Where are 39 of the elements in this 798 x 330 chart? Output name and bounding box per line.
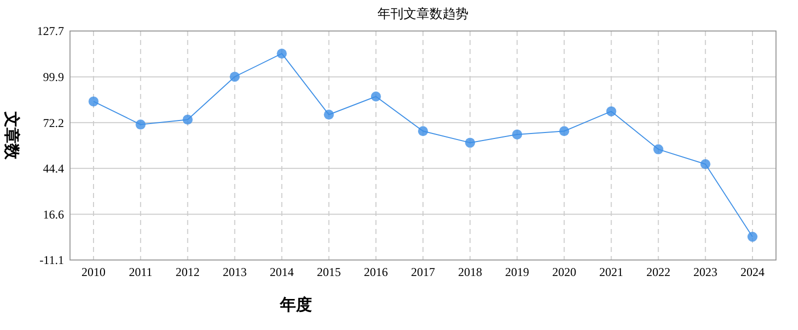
y-tick-label: 127.7 bbox=[37, 24, 64, 38]
chart-title: 年刊文章数趋势 bbox=[378, 6, 468, 21]
x-tick-label: 2010 bbox=[82, 265, 106, 279]
x-tick-label: 2021 bbox=[599, 265, 624, 279]
x-tick-label: 2022 bbox=[646, 265, 670, 279]
point bbox=[230, 72, 240, 82]
x-tick-label: 2016 bbox=[364, 265, 388, 279]
point bbox=[559, 126, 570, 136]
x-tick-label: 2011 bbox=[128, 265, 152, 279]
x-tick-label: 2018 bbox=[458, 265, 482, 279]
point bbox=[606, 106, 616, 116]
point bbox=[136, 120, 146, 130]
point bbox=[512, 129, 522, 140]
point bbox=[465, 138, 476, 148]
y-tick-label: 99.9 bbox=[43, 70, 64, 84]
x-tick-label: 2024 bbox=[740, 265, 764, 279]
point bbox=[88, 96, 99, 106]
point bbox=[276, 48, 287, 59]
y-tick-label: 44.4 bbox=[43, 162, 64, 176]
point bbox=[370, 92, 381, 102]
y-tick-label: 72.2 bbox=[43, 116, 64, 130]
point bbox=[324, 110, 334, 120]
x-tick-label: 2013 bbox=[222, 265, 247, 279]
y-tick-label: 16.6 bbox=[43, 208, 64, 222]
x-axis-title: 年度 bbox=[279, 295, 312, 314]
point bbox=[653, 144, 664, 154]
point bbox=[747, 232, 758, 242]
x-tick-label: 2014 bbox=[270, 265, 294, 279]
x-tick-label: 2012 bbox=[176, 265, 200, 279]
y-tick-label: -11.1 bbox=[39, 253, 64, 268]
y-axis-title: 文章数 bbox=[2, 110, 20, 160]
x-tick-label: 2017 bbox=[411, 265, 435, 279]
point bbox=[700, 159, 710, 170]
x-tick-label: 2015 bbox=[316, 265, 341, 279]
point bbox=[418, 126, 428, 136]
point bbox=[182, 114, 193, 125]
x-tick-label: 2020 bbox=[552, 265, 576, 279]
x-tick-label: 2023 bbox=[693, 265, 718, 279]
x-tick-label: 2019 bbox=[505, 265, 530, 279]
